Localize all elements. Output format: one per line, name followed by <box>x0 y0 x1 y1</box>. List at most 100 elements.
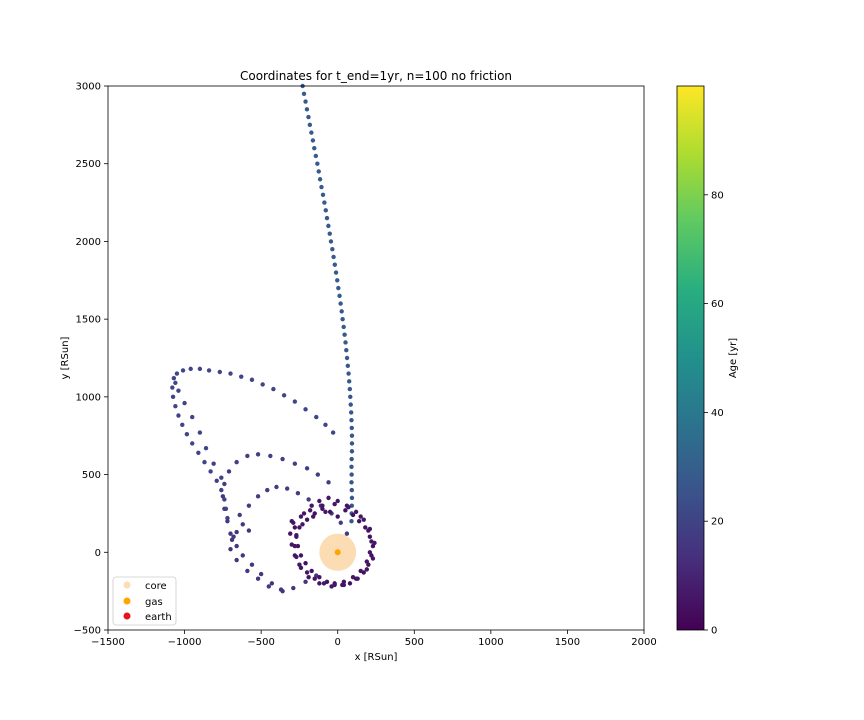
legend: core gas earth <box>112 576 177 626</box>
trajectory-point <box>323 422 328 428</box>
trajectory-point <box>332 262 338 267</box>
trajectory-point <box>340 316 345 322</box>
trajectory-point <box>226 469 232 474</box>
trajectory-point <box>303 560 308 566</box>
trajectory-point <box>330 247 335 252</box>
y-axis-label: y [RSun] <box>60 336 71 379</box>
trajectory-point <box>234 459 239 465</box>
trajectory-point <box>176 413 181 418</box>
trajectory-point <box>348 410 354 415</box>
trajectory-point <box>173 380 178 386</box>
trajectory-point <box>356 519 362 524</box>
plot-area <box>108 86 644 630</box>
trajectory-point <box>306 497 311 502</box>
trajectory-point <box>349 503 355 508</box>
trajectory-point <box>326 223 331 229</box>
trajectory-point <box>326 495 331 501</box>
trajectory-point <box>274 484 279 490</box>
trajectory-point <box>271 386 276 392</box>
colorbar-tick-label: 40 <box>711 408 724 419</box>
trajectory-point <box>225 515 230 521</box>
trajectory-point <box>234 557 239 563</box>
trajectory-point <box>315 472 321 477</box>
x-tick-label: −500 <box>247 637 274 648</box>
trajectory-point <box>228 531 233 536</box>
trajectory-point <box>317 498 322 504</box>
trajectory-point <box>239 374 244 379</box>
trajectory-point <box>349 464 354 469</box>
trajectory-point <box>190 441 195 446</box>
trajectory-point <box>303 579 308 585</box>
trajectory-point <box>255 576 261 581</box>
trajectory-point <box>188 366 193 372</box>
trajectory-point <box>322 200 327 205</box>
trajectory-point <box>280 588 285 594</box>
trajectory-point <box>317 574 322 580</box>
trajectory-point <box>304 107 310 112</box>
trajectory-point <box>320 503 325 508</box>
trajectory-point <box>237 512 242 518</box>
trajectory-point <box>316 169 321 174</box>
x-tick-label: −1500 <box>91 637 125 648</box>
trajectory-point <box>312 576 317 581</box>
x-tick-label: 500 <box>405 637 424 648</box>
trajectory-point <box>348 402 353 407</box>
trajectory-point <box>170 385 175 390</box>
trajectory-point <box>314 414 319 420</box>
trajectory-point <box>301 91 307 96</box>
trajectory-point <box>180 422 185 428</box>
trajectory-point <box>338 520 343 525</box>
trajectory-point <box>358 568 363 574</box>
trajectory-point <box>328 239 334 244</box>
trajectory-point <box>341 582 347 588</box>
colorbar-tick-label: 0 <box>711 626 717 637</box>
trajectory-point <box>349 417 354 423</box>
trajectory-point <box>349 472 354 477</box>
trajectory-point <box>303 407 308 412</box>
trajectory-point <box>258 571 264 577</box>
trajectory-point <box>301 511 307 516</box>
trajectory-point <box>217 369 222 375</box>
trajectory-point <box>300 522 305 527</box>
trajectory-point <box>309 568 314 574</box>
trajectory-point <box>295 491 301 496</box>
trajectory-point <box>269 581 275 586</box>
trajectory-point <box>249 562 255 567</box>
trajectory-point <box>344 531 350 536</box>
trajectory-point <box>343 340 348 345</box>
trajectory-point <box>266 584 271 589</box>
trajectory-point <box>347 386 353 392</box>
trajectory-point <box>344 348 349 353</box>
trajectory-point <box>309 130 314 135</box>
trajectory-point <box>170 394 176 400</box>
trajectory-point <box>231 534 236 539</box>
trajectory-point <box>292 399 298 404</box>
trajectory-point <box>349 433 355 438</box>
trajectory-point <box>349 487 355 493</box>
trajectory-point <box>208 469 213 474</box>
trajectory-point <box>370 556 376 561</box>
trajectory-point <box>171 376 177 381</box>
trajectory-point <box>358 514 363 519</box>
trajectory-point <box>320 192 326 197</box>
trajectory-point <box>346 371 351 376</box>
y-tick-label: 1000 <box>76 392 101 403</box>
trajectory-point <box>323 509 328 515</box>
trajectory-point <box>173 403 178 409</box>
y-tick-label: 0 <box>95 548 101 559</box>
trajectory-point <box>367 550 373 555</box>
trajectory-point <box>246 528 252 533</box>
colorbar-tick-label: 20 <box>711 517 724 528</box>
x-tick-label: 1000 <box>478 637 503 648</box>
trajectory-point <box>295 543 301 549</box>
trajectory-point <box>349 519 354 524</box>
trajectory-point <box>280 456 285 462</box>
trajectory-point <box>298 553 304 558</box>
trajectory-point <box>240 522 245 527</box>
trajectory-point <box>288 531 293 536</box>
trajectory-point <box>364 567 370 572</box>
trajectory-point <box>332 501 337 507</box>
y-tick-label: −500 <box>74 626 101 637</box>
y-tick-label: 1500 <box>76 315 101 326</box>
trajectory-point <box>323 208 328 213</box>
